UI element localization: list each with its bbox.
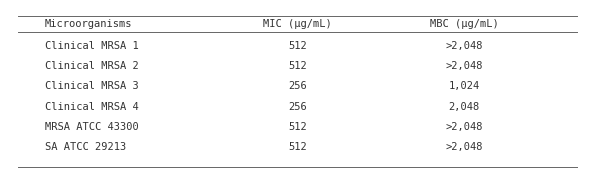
Text: 512: 512 xyxy=(288,142,307,152)
Text: SA ATCC 29213: SA ATCC 29213 xyxy=(45,142,126,152)
Text: 512: 512 xyxy=(288,61,307,71)
Text: MIC (μg/mL): MIC (μg/mL) xyxy=(263,19,332,29)
Text: MRSA ATCC 43300: MRSA ATCC 43300 xyxy=(45,122,139,132)
Text: >2,048: >2,048 xyxy=(445,41,483,51)
Text: Clinical MRSA 2: Clinical MRSA 2 xyxy=(45,61,139,71)
Text: 1,024: 1,024 xyxy=(449,81,480,92)
Text: MBC (μg/mL): MBC (μg/mL) xyxy=(430,19,499,29)
Text: 512: 512 xyxy=(288,41,307,51)
Text: >2,048: >2,048 xyxy=(445,61,483,71)
Text: Microorganisms: Microorganisms xyxy=(45,19,132,29)
Text: 256: 256 xyxy=(288,81,307,92)
Text: 2,048: 2,048 xyxy=(449,102,480,112)
Text: 512: 512 xyxy=(288,122,307,132)
Text: Clinical MRSA 4: Clinical MRSA 4 xyxy=(45,102,139,112)
Text: 256: 256 xyxy=(288,102,307,112)
Text: >2,048: >2,048 xyxy=(445,142,483,152)
Text: >2,048: >2,048 xyxy=(445,122,483,132)
Text: Clinical MRSA 3: Clinical MRSA 3 xyxy=(45,81,139,92)
Text: Clinical MRSA 1: Clinical MRSA 1 xyxy=(45,41,139,51)
